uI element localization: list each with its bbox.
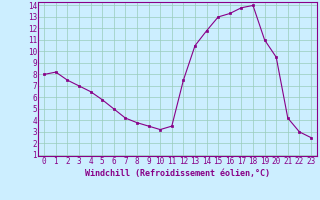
X-axis label: Windchill (Refroidissement éolien,°C): Windchill (Refroidissement éolien,°C) [85, 169, 270, 178]
